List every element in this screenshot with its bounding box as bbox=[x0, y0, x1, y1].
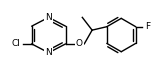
Text: N: N bbox=[45, 13, 52, 22]
Text: F: F bbox=[145, 22, 150, 31]
Text: O: O bbox=[76, 39, 83, 48]
Text: N: N bbox=[45, 48, 52, 57]
Text: Cl: Cl bbox=[11, 39, 20, 48]
